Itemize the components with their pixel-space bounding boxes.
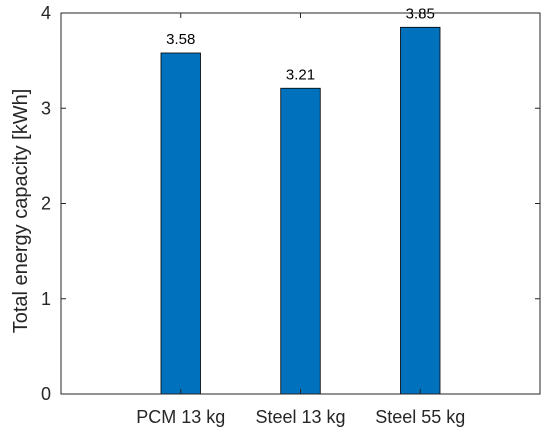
bar <box>400 26 441 395</box>
y-tick-label: 4 <box>41 3 51 23</box>
x-tick-label: Steel 13 kg <box>255 407 345 427</box>
axes-box <box>60 12 541 395</box>
y-axis-label: Total energy capacity [kWh] <box>10 89 32 334</box>
x-tick-label: PCM 13 kg <box>136 407 225 427</box>
y-tick-label: 0 <box>41 384 51 404</box>
y-tick-label: 2 <box>41 194 51 214</box>
bar <box>160 52 201 395</box>
x-tick-label: Steel 55 kg <box>375 407 465 427</box>
bar <box>280 87 321 395</box>
data-label: 3.58 <box>166 31 195 48</box>
y-tick-label: 1 <box>41 289 51 309</box>
data-label: 3.21 <box>286 66 315 83</box>
y-tick-label: 3 <box>41 98 51 118</box>
